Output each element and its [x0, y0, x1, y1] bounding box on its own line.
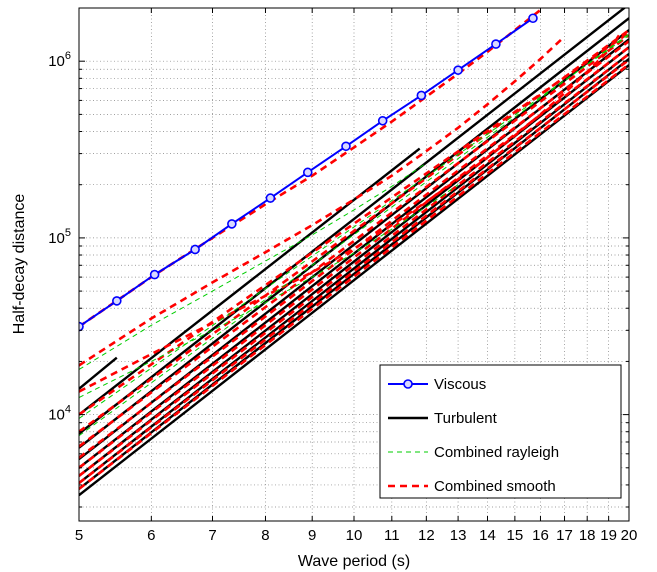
x-tick-label: 7: [208, 527, 216, 544]
x-tick-label: 15: [507, 527, 524, 544]
turbulent-line: [79, 64, 629, 497]
x-tick-label: 10: [346, 527, 363, 544]
y-tick-label: 105: [48, 227, 71, 247]
viscous-marker: [112, 296, 122, 306]
viscous-marker: [453, 65, 463, 75]
series-layer: [79, 8, 629, 497]
x-tick-label: 14: [479, 527, 496, 544]
x-tick-label: 9: [308, 527, 316, 544]
turbulent-line: [79, 356, 118, 390]
x-tick-label: 6: [147, 527, 155, 544]
viscous-marker: [79, 321, 84, 332]
y-axis-label: Half-decay distance: [11, 194, 28, 335]
smooth-line: [79, 63, 629, 490]
rayleigh-line: [79, 184, 459, 398]
rayleigh-line: [79, 33, 629, 437]
legend-label: Viscous: [434, 376, 486, 393]
x-tick-label: 18: [579, 527, 596, 544]
legend-marker: [403, 379, 413, 389]
smooth-line: [79, 52, 629, 477]
smooth-line: [79, 46, 629, 469]
viscous-marker: [149, 269, 160, 280]
x-tick-label: 13: [450, 527, 467, 544]
x-tick-label: 19: [600, 527, 617, 544]
smooth-line: [79, 34, 629, 448]
turbulent-line: [79, 29, 629, 461]
rayleigh-line: [79, 162, 427, 370]
legend-label: Combined smooth: [434, 478, 556, 495]
viscous-marker: [190, 244, 200, 255]
viscous-marker: [528, 13, 538, 24]
legend: Viscous Turbulent Combined rayleigh Combine…: [379, 364, 622, 499]
viscous-marker: [227, 219, 237, 229]
ticks: 5 6 7 8 9 10 11 12 13 14 15 16 17 18 19 20 104 105 106: [48, 8, 637, 544]
smooth-line: [79, 29, 629, 433]
y-tick-label: 104: [48, 404, 71, 424]
turbulent-line: [79, 17, 629, 449]
y-tick-label: 106: [48, 50, 71, 70]
x-axis-label: Wave period (s): [298, 553, 410, 570]
x-tick-label: 12: [418, 527, 435, 544]
legend-label: Turbulent: [434, 410, 498, 427]
legend-box: [379, 364, 622, 499]
x-tick-label: 11: [384, 527, 400, 544]
viscous-marker: [377, 115, 388, 126]
turbulent-line: [79, 147, 421, 416]
viscous-marker: [302, 167, 313, 178]
viscous-marker: [341, 141, 351, 152]
smooth-line: [79, 35, 566, 367]
viscous-marker: [265, 193, 276, 203]
rayleigh-line: [79, 34, 629, 419]
viscous-marker: [491, 39, 501, 49]
viscous-marker: [416, 90, 427, 101]
turbulent-line: [79, 8, 627, 435]
x-tick-label: 20: [621, 527, 638, 544]
x-tick-label: 16: [532, 527, 549, 544]
x-tick-label: 17: [556, 527, 573, 544]
legend-label: Combined rayleigh: [434, 444, 559, 461]
x-tick-label: 5: [75, 527, 83, 544]
smooth-line: [79, 58, 629, 485]
x-tick-label: 8: [261, 527, 269, 544]
smooth-line: [79, 40, 629, 459]
